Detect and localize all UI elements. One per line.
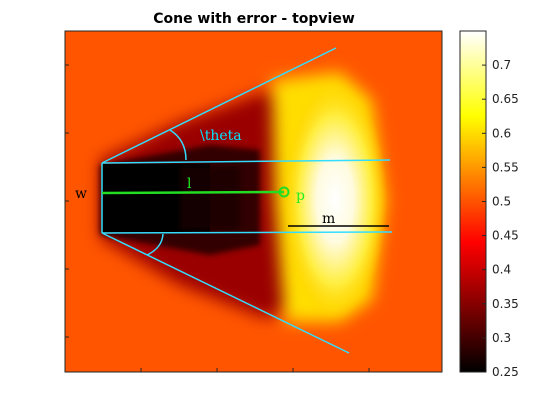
heatmap-peak xyxy=(283,80,387,320)
colorbar-tick-label: 0.7 xyxy=(492,58,511,72)
colorbar-tick-label: 0.5 xyxy=(492,195,511,209)
point-p-label: p xyxy=(296,188,305,204)
cone-upper-parallel xyxy=(101,159,391,164)
theta-arc-lower xyxy=(146,233,164,256)
heatmap-field xyxy=(65,31,442,372)
point-p-marker xyxy=(278,186,290,198)
theta-arc-upper xyxy=(169,129,187,161)
colorbar-tick-label: 0.35 xyxy=(492,297,519,311)
chart-title: Cone with error - topview xyxy=(153,11,355,27)
theta-label: \theta xyxy=(200,128,242,144)
cone-lower-parallel xyxy=(101,231,393,234)
cone-lower-edge xyxy=(101,232,350,354)
colorbar-gradient xyxy=(460,31,486,372)
colorbar: 0.7 0.65 0.6 0.55 0.5 0.45 0.4 0.35 0.3 0.25 xyxy=(459,30,519,379)
plot-axes xyxy=(64,30,443,373)
colorbar-tick-label: 0.6 xyxy=(492,126,511,140)
cone-upper-edge xyxy=(101,47,337,164)
colorbar-tick-label: 0.3 xyxy=(492,331,511,345)
colorbar-ticks: 0.7 0.65 0.6 0.55 0.5 0.45 0.4 0.35 0.3 0.25 xyxy=(482,58,519,379)
colorbar-tick-label: 0.55 xyxy=(492,160,519,174)
colorbar-tick-label: 0.25 xyxy=(492,365,519,379)
measure-label: m xyxy=(322,211,335,227)
annotations: \theta l p w m xyxy=(75,47,393,354)
colorbar-tick-label: 0.4 xyxy=(492,263,511,277)
heatmap-dark-rect-fade xyxy=(180,166,240,230)
colorbar-tick-label: 0.65 xyxy=(492,92,519,106)
x-ticks xyxy=(64,368,370,372)
width-label: w xyxy=(75,186,87,202)
length-line xyxy=(101,190,285,195)
length-label: l xyxy=(187,176,192,192)
colorbar-tick-label: 0.45 xyxy=(492,229,519,243)
y-ticks xyxy=(65,64,69,338)
